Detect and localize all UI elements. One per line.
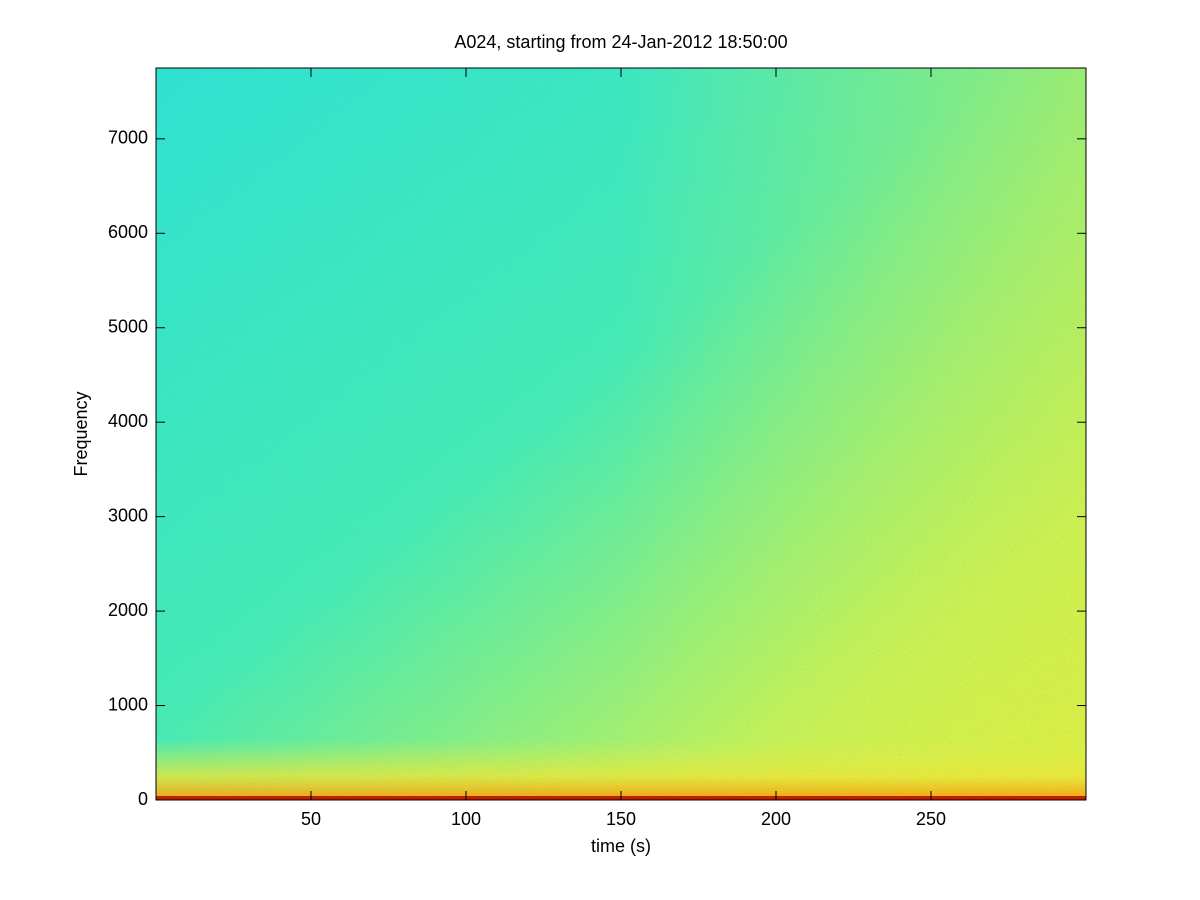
y-tick-label: 2000: [108, 600, 148, 620]
x-tick-label: 200: [761, 809, 791, 829]
y-tick-label: 0: [138, 789, 148, 809]
y-tick-label: 5000: [108, 316, 148, 336]
y-tick-label: 4000: [108, 411, 148, 431]
y-axis-label: Frequency: [71, 391, 91, 476]
x-tick-label: 250: [916, 809, 946, 829]
x-tick-label: 100: [451, 809, 481, 829]
y-tick-label: 7000: [108, 128, 148, 148]
spectrogram-image: [156, 68, 1086, 800]
x-axis-label: time (s): [591, 836, 651, 856]
y-tick-label: 1000: [108, 694, 148, 714]
x-tick-label: 150: [606, 809, 636, 829]
y-tick-label: 6000: [108, 222, 148, 242]
x-tick-label: 50: [301, 809, 321, 829]
y-tick-label: 3000: [108, 505, 148, 525]
chart-title: A024, starting from 24-Jan-2012 18:50:00: [454, 32, 787, 52]
